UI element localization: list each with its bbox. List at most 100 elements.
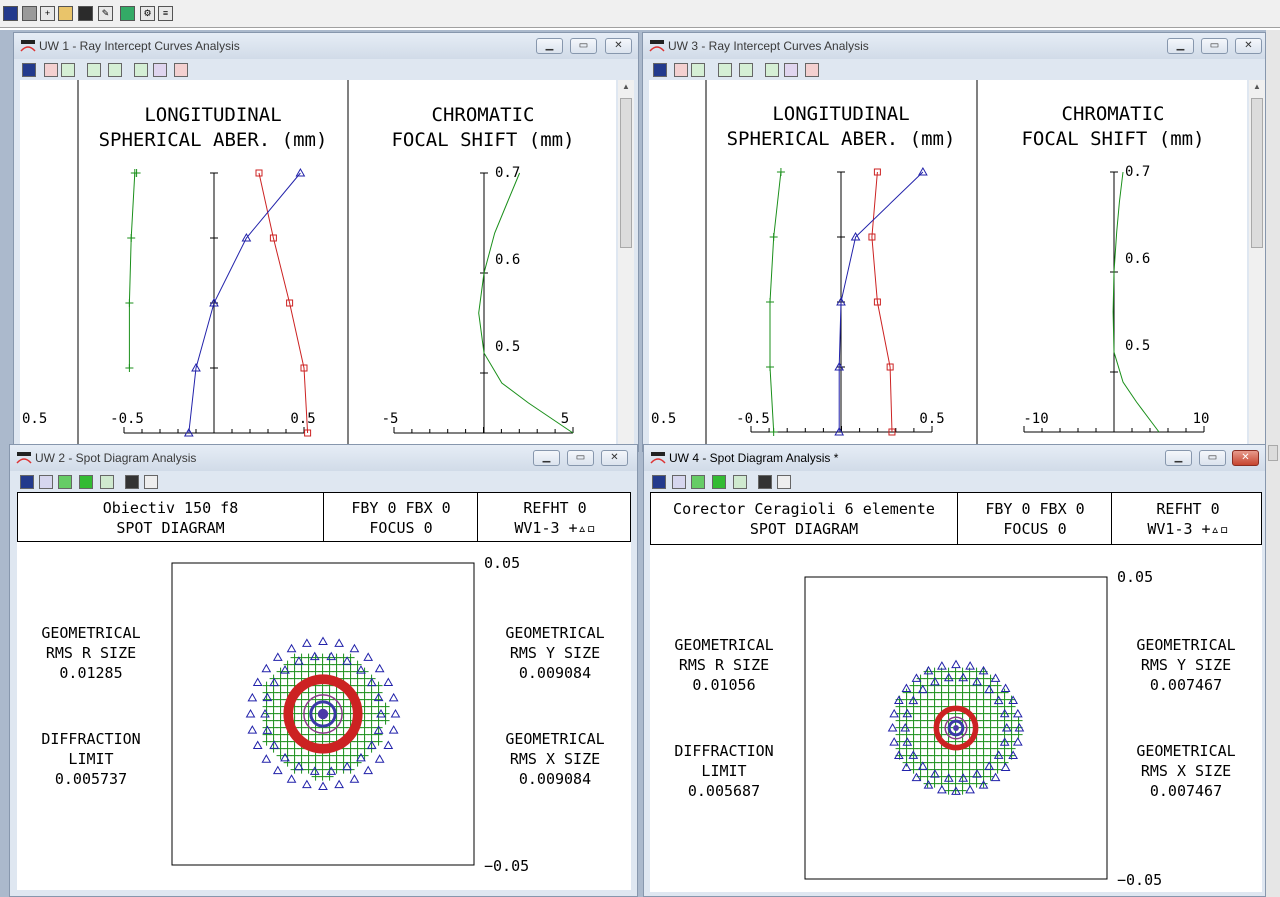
spot-green-point [944,758,953,767]
green-spot-icon[interactable] [691,475,705,489]
uw3-window[interactable]: UW 3 - Ray Intercept Curves Analysis ▁ ▭… [642,32,1266,452]
plot-icon[interactable] [653,63,667,77]
uw1-scrollbar[interactable]: ▲ [618,80,634,451]
spot-green-point [965,765,974,774]
plot-icon[interactable] [652,475,666,489]
spot-green-point [902,751,911,760]
rms-y-block: GEOMETRICAL RMS Y SIZE 0.007467 [1116,597,1256,733]
maximize-button[interactable]: ▭ [1199,450,1226,466]
rainbow-icon[interactable] [784,63,798,77]
lsa-curve-red [871,171,893,433]
spot-blue-point [937,784,947,794]
cfs-y-label-0.5: 0.5 [495,339,520,355]
spot-green-point [346,674,355,683]
curve-icon[interactable] [100,475,114,489]
workspace-scroll-thumb[interactable] [1268,445,1278,461]
curve-icon[interactable] [733,475,747,489]
ray-fan-icon[interactable] [674,63,688,77]
wrench-icon[interactable] [125,475,139,489]
uw4-window[interactable]: UW 4 - Spot Diagram Analysis * ▁ ▭ ✕ Cor… [643,444,1266,897]
ray-fan-icon[interactable] [44,63,58,77]
spot-green-point [1007,744,1016,753]
wrench-icon[interactable] [758,475,772,489]
uw1-window[interactable]: UW 1 - Ray Intercept Curves Analysis ▁ ▭… [13,32,639,452]
spot-frame [171,562,475,866]
spot-red-ring [933,705,979,751]
uw3-titlebar[interactable]: UW 3 - Ray Intercept Curves Analysis ▁ ▭… [643,33,1265,59]
uw2-titlebar[interactable]: UW 2 - Spot Diagram Analysis ▁ ▭ ✕ [10,445,637,471]
maximize-button[interactable]: ▭ [1201,38,1228,54]
cross-icon[interactable] [61,63,75,77]
spot-green-point [979,702,988,711]
rms-x-value: 0.007467 [1149,782,1223,800]
report-icon[interactable]: ≡ [158,6,173,21]
filled-spot-icon[interactable] [79,475,93,489]
spot-icon[interactable] [672,475,686,489]
spot-blue-point [917,761,928,770]
uw3-scroll-thumb[interactable] [1251,98,1263,248]
settings-icon[interactable]: ⚙ [140,6,155,21]
uw4-titlebar[interactable]: UW 4 - Spot Diagram Analysis * ▁ ▭ ✕ [644,445,1265,471]
spot-icon[interactable] [39,475,53,489]
lsa-point-green [132,169,141,177]
plot-icon[interactable] [22,63,36,77]
rms-x-block: GEOMETRICAL RMS X SIZE 0.007467 [1116,703,1256,839]
diffraction-l1: DIFFRACTION [674,742,774,760]
grid-icon[interactable] [718,63,732,77]
gray-window-icon[interactable] [22,6,37,21]
workspace-scrollbar[interactable] [1266,30,1280,897]
curve-icon[interactable] [134,63,148,77]
spot-green-point [283,744,292,753]
uw3-scrollbar[interactable]: ▲ [1249,80,1265,451]
scroll-up-icon[interactable]: ▲ [622,82,630,91]
axis-icon[interactable] [108,63,122,77]
maximize-button[interactable]: ▭ [567,450,594,466]
open-folder-icon[interactable] [58,6,73,21]
filled-spot-icon[interactable] [712,475,726,489]
grid-icon[interactable] [87,63,101,77]
minimize-button[interactable]: ▁ [1165,450,1192,466]
print-icon[interactable] [777,475,791,489]
spot-green-point [353,681,362,690]
uw1-scroll-thumb[interactable] [620,98,632,248]
spot-green-point [993,723,1002,732]
spot-green-point [930,765,939,774]
spot-green-point [262,681,271,690]
green-spot-icon[interactable] [58,475,72,489]
new-file-icon[interactable]: + [40,6,55,21]
axis-icon[interactable] [739,63,753,77]
lens-data-icon[interactable] [120,6,135,21]
edit-icon[interactable]: ✎ [98,6,113,21]
spot-green-point [297,702,306,711]
minimize-button[interactable]: ▁ [533,450,560,466]
uw2-window[interactable]: UW 2 - Spot Diagram Analysis ▁ ▭ ✕ Obiec… [9,444,638,897]
uw1-titlebar[interactable]: UW 1 - Ray Intercept Curves Analysis ▁ ▭… [14,33,638,59]
spot-green-point [930,751,939,760]
rainbow-icon[interactable] [153,63,167,77]
curve-icon[interactable] [765,63,779,77]
plot-icon[interactable] [20,475,34,489]
spot-blue-point [984,761,995,770]
close-button[interactable]: ✕ [1232,450,1259,466]
spot-green-point [916,709,925,718]
spot-green-point [965,772,974,781]
cross-icon[interactable] [691,63,705,77]
save-icon[interactable] [78,6,93,21]
close-button[interactable]: ✕ [605,38,632,54]
print-icon[interactable] [144,475,158,489]
spot-green-point [346,758,355,767]
spot-green-point [311,660,320,669]
close-button[interactable]: ✕ [601,450,628,466]
spot-green-point [381,702,390,711]
spot-grid-icon[interactable] [174,63,188,77]
minimize-button[interactable]: ▁ [1167,38,1194,54]
lsa-point-red [873,168,881,176]
scroll-up-icon[interactable]: ▲ [1253,82,1261,91]
spot-green-point [937,744,946,753]
close-button[interactable]: ✕ [1235,38,1262,54]
spot-green-point [311,667,320,676]
minimize-button[interactable]: ▁ [536,38,563,54]
maximize-button[interactable]: ▭ [570,38,597,54]
new-window-icon[interactable] [3,6,18,21]
spot-grid-icon[interactable] [805,63,819,77]
